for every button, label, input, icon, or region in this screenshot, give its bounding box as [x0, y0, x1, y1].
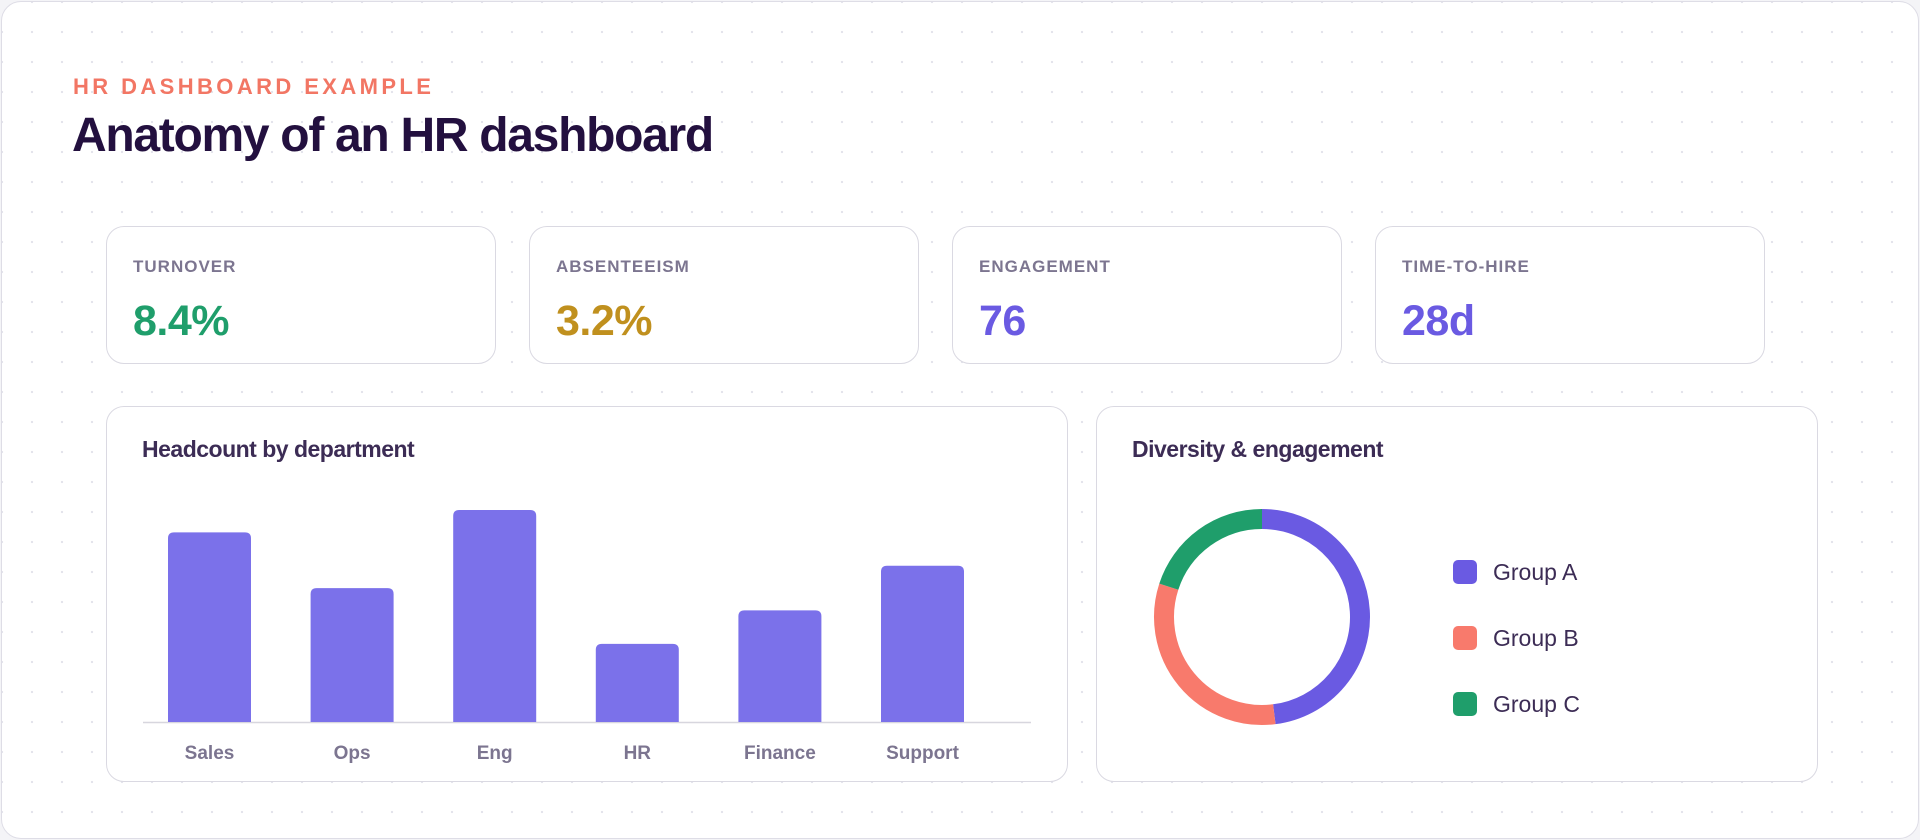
kpi-label: ENGAGEMENT [979, 257, 1111, 276]
diversity-donut-chart [1154, 509, 1370, 725]
legend-label: Group B [1493, 624, 1579, 651]
diversity-card: Diversity & engagement Group A Group B G… [1096, 406, 1818, 782]
bar-support [881, 565, 964, 722]
diversity-chart-title: Diversity & engagement [1132, 436, 1384, 462]
legend-label: Group C [1493, 690, 1580, 717]
page-title: Anatomy of an HR dashboard [72, 109, 714, 162]
kpi-label: TURNOVER [133, 257, 237, 276]
eyebrow-label: HR DASHBOARD EXAMPLE [73, 74, 435, 99]
x-tick-label: Eng [477, 743, 513, 764]
legend-item-group-a: Group A [1453, 539, 1580, 605]
kpi-card-turnover: TURNOVER 8.4% [106, 226, 496, 364]
bar-ops [310, 588, 394, 722]
legend-swatch [1453, 626, 1477, 650]
donut-slice-group-a [1261, 509, 1370, 725]
bar-hr [595, 643, 679, 722]
headcount-card: Headcount by department Sales Ops Eng HR Fin… [106, 406, 1068, 782]
bar-sales [168, 532, 251, 722]
legend-swatch [1453, 692, 1477, 716]
kpi-card-engagement: ENGAGEMENT 76 [952, 226, 1342, 364]
kpi-value: 28d [1402, 297, 1475, 345]
diversity-legend: Group A Group B Group C [1453, 539, 1580, 737]
x-tick-label: Sales [185, 743, 235, 764]
headcount-bar-chart: Sales Ops Eng HR Finance Support [143, 510, 1031, 764]
x-tick-label: Ops [334, 743, 371, 764]
legend-swatch [1453, 560, 1477, 584]
x-tick-label: Support [886, 743, 959, 764]
legend-item-group-c: Group C [1453, 671, 1580, 737]
donut-slice-group-b [1154, 583, 1276, 725]
kpi-card-time-to-hire: TIME-TO-HIRE 28d [1375, 226, 1765, 364]
bar-finance [738, 610, 822, 722]
kpi-label: TIME-TO-HIRE [1402, 257, 1530, 276]
kpi-value: 76 [979, 297, 1026, 345]
kpi-value: 3.2% [556, 297, 653, 345]
x-tick-label: Finance [744, 743, 816, 764]
donut-slice-group-c [1159, 509, 1263, 591]
kpi-value: 8.4% [133, 297, 230, 345]
x-tick-label: HR [624, 743, 652, 764]
legend-item-group-b: Group B [1453, 605, 1580, 671]
legend-label: Group A [1493, 558, 1578, 585]
kpi-label: ABSENTEEISM [556, 257, 690, 276]
headcount-chart-title: Headcount by department [142, 436, 415, 462]
kpi-card-absenteeism: ABSENTEEISM 3.2% [529, 226, 919, 364]
bar-eng [453, 510, 537, 722]
